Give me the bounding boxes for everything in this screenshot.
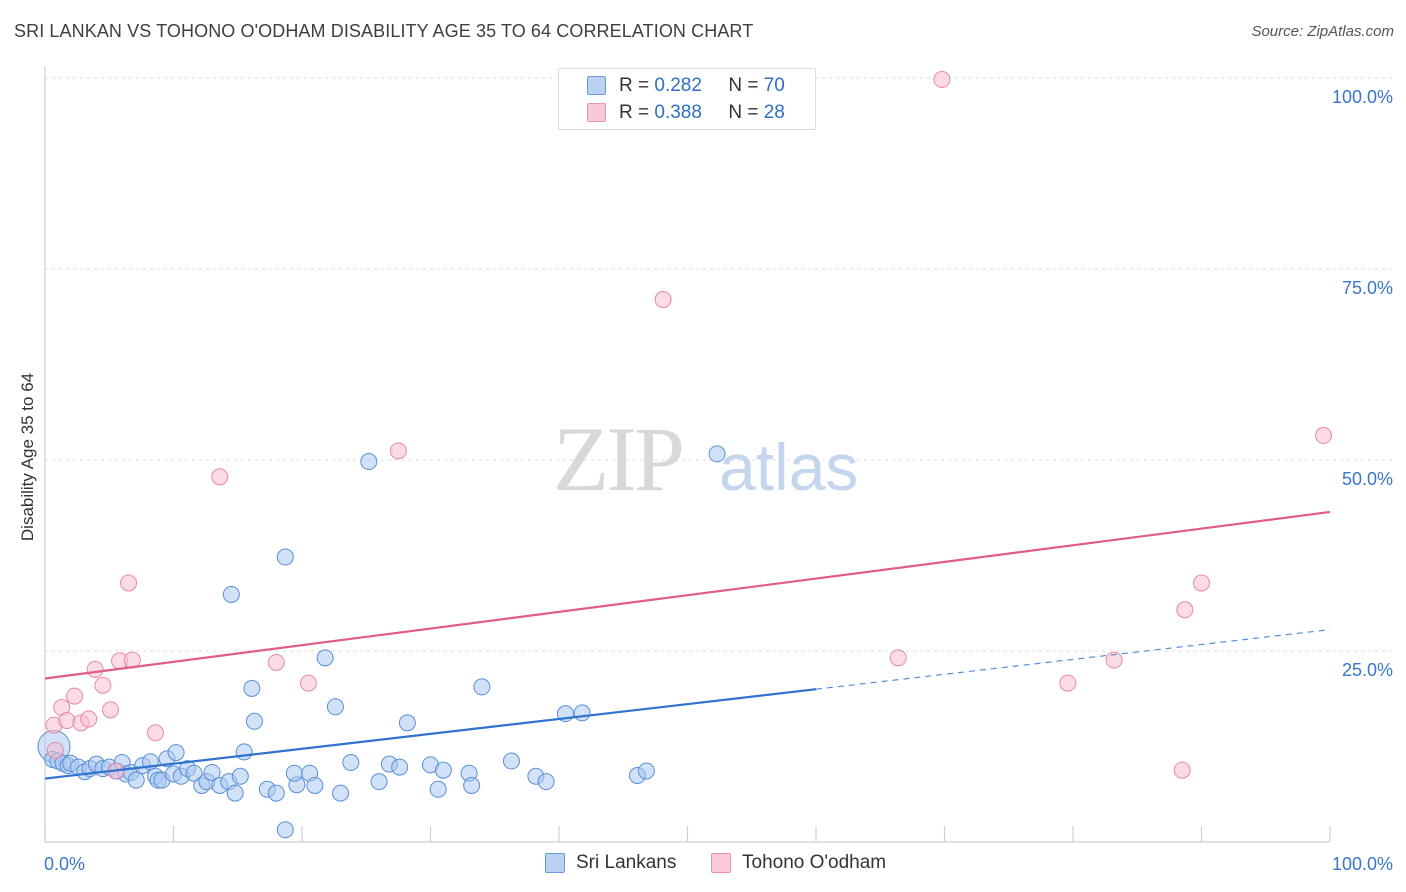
- sri-lankan-point: [316, 649, 334, 667]
- tohono-point: [1193, 574, 1210, 592]
- sri-lankan-point: [127, 771, 145, 789]
- legend-swatch-pink: [587, 103, 606, 122]
- tohono-point: [654, 291, 672, 309]
- chart-title: SRI LANKAN VS TOHONO O'ODHAM DISABILITY …: [14, 21, 754, 41]
- sri-lankan-point: [398, 714, 416, 732]
- grid-lines: [45, 77, 1393, 652]
- y-tick-label-0: 25.0%: [1342, 660, 1393, 680]
- legend-n-value-1: 70: [763, 75, 785, 96]
- y-tick-label-3: 100.0%: [1332, 87, 1393, 107]
- trend-lines: [44, 510, 1331, 780]
- tohono-point: [299, 674, 317, 692]
- tohono-point: [1059, 674, 1077, 692]
- sri-lankan-point: [226, 784, 244, 802]
- data-points: [37, 71, 1333, 839]
- axes: [44, 66, 1331, 843]
- y-axis-label: Disability Age 35 to 64: [18, 373, 37, 541]
- sri-lankan-point: [708, 445, 726, 463]
- watermark-atlas: atlas: [719, 430, 858, 504]
- bottom-legend-label-2: Tohono O'odham: [742, 852, 887, 873]
- sri-lankan-trend-extension: [815, 629, 1331, 690]
- legend-r-value-1: 0.282: [654, 75, 702, 96]
- sri-lankan-point: [276, 548, 294, 566]
- sri-lankan-point: [370, 773, 388, 791]
- tohono-point: [389, 442, 407, 460]
- sri-lankan-point: [429, 780, 447, 798]
- tohono-point: [66, 687, 84, 705]
- sri-lankan-trend-line: [44, 688, 817, 780]
- legend-r-label-1: R =: [619, 75, 650, 96]
- sri-lankan-point: [235, 743, 253, 761]
- sri-lankan-point: [167, 744, 185, 762]
- legend-n-label-2: N =: [728, 102, 759, 123]
- tohono-point: [1105, 651, 1123, 669]
- tohono-point: [94, 676, 112, 694]
- tohono-point: [1176, 601, 1194, 619]
- y-tick-label-1: 50.0%: [1342, 469, 1393, 489]
- sri-lankan-point: [222, 585, 240, 603]
- tohono-point: [889, 649, 907, 667]
- sri-lankan-point: [332, 784, 350, 802]
- sri-lankan-point: [434, 761, 452, 779]
- sri-lankan-point: [573, 704, 591, 722]
- legend-r-label-2: R =: [619, 102, 650, 123]
- sri-lankan-point: [326, 698, 344, 716]
- x-tick-label-max: 100.0%: [1332, 854, 1393, 874]
- sri-lankan-point: [245, 712, 263, 730]
- tohono-point: [46, 741, 64, 759]
- tohono-point: [933, 71, 951, 89]
- legend-n-label-1: N =: [728, 75, 759, 96]
- tohono-point: [211, 468, 229, 486]
- x-tick-label-min: 0.0%: [44, 854, 85, 874]
- sri-lankan-point: [473, 678, 491, 696]
- sri-lankan-point: [306, 776, 324, 794]
- stats-legend: R = 0.282 N = 70 R = 0.388 N = 28: [558, 68, 816, 130]
- sri-lankan-point: [537, 773, 555, 791]
- tohono-point: [120, 574, 138, 592]
- legend-n-value-2: 28: [763, 102, 785, 123]
- tohono-point: [267, 653, 285, 671]
- y-tick-label-2: 75.0%: [1342, 278, 1393, 298]
- sri-lankan-point: [276, 821, 294, 839]
- source-label: Source: ZipAtlas.com: [1251, 23, 1394, 40]
- bottom-legend-swatch-pink: [711, 853, 731, 873]
- tick-labels: 25.0% 50.0% 75.0% 100.0% 0.0% 100.0%: [44, 87, 1393, 874]
- legend-swatch-blue: [587, 76, 606, 95]
- sri-lankan-point: [463, 776, 481, 794]
- sri-lankan-point: [360, 453, 378, 471]
- bottom-legend-swatch-blue: [545, 853, 565, 873]
- watermark-zip: ZIP: [553, 408, 682, 510]
- sri-lankan-point: [203, 763, 221, 781]
- tohono-point: [86, 660, 104, 678]
- sri-lankan-point: [502, 752, 520, 770]
- tohono-point: [102, 701, 120, 719]
- tohono-trend-line: [44, 510, 1331, 680]
- sri-lankan-point: [243, 679, 261, 697]
- tohono-point: [1315, 427, 1333, 445]
- tohono-point: [1173, 761, 1191, 779]
- sri-lankan-point: [231, 767, 249, 785]
- bottom-legend-label-1: Sri Lankans: [576, 852, 677, 873]
- sri-lankan-point: [267, 784, 285, 802]
- tohono-point: [80, 710, 98, 728]
- legend-r-value-2: 0.388: [654, 102, 702, 123]
- sri-lankan-point: [391, 758, 409, 776]
- sri-lankan-point: [342, 754, 360, 772]
- tohono-point: [58, 712, 76, 730]
- sri-lankan-point: [185, 764, 203, 782]
- sri-lankan-point: [637, 762, 655, 780]
- tohono-point: [147, 724, 165, 742]
- sri-lankan-point: [285, 764, 303, 782]
